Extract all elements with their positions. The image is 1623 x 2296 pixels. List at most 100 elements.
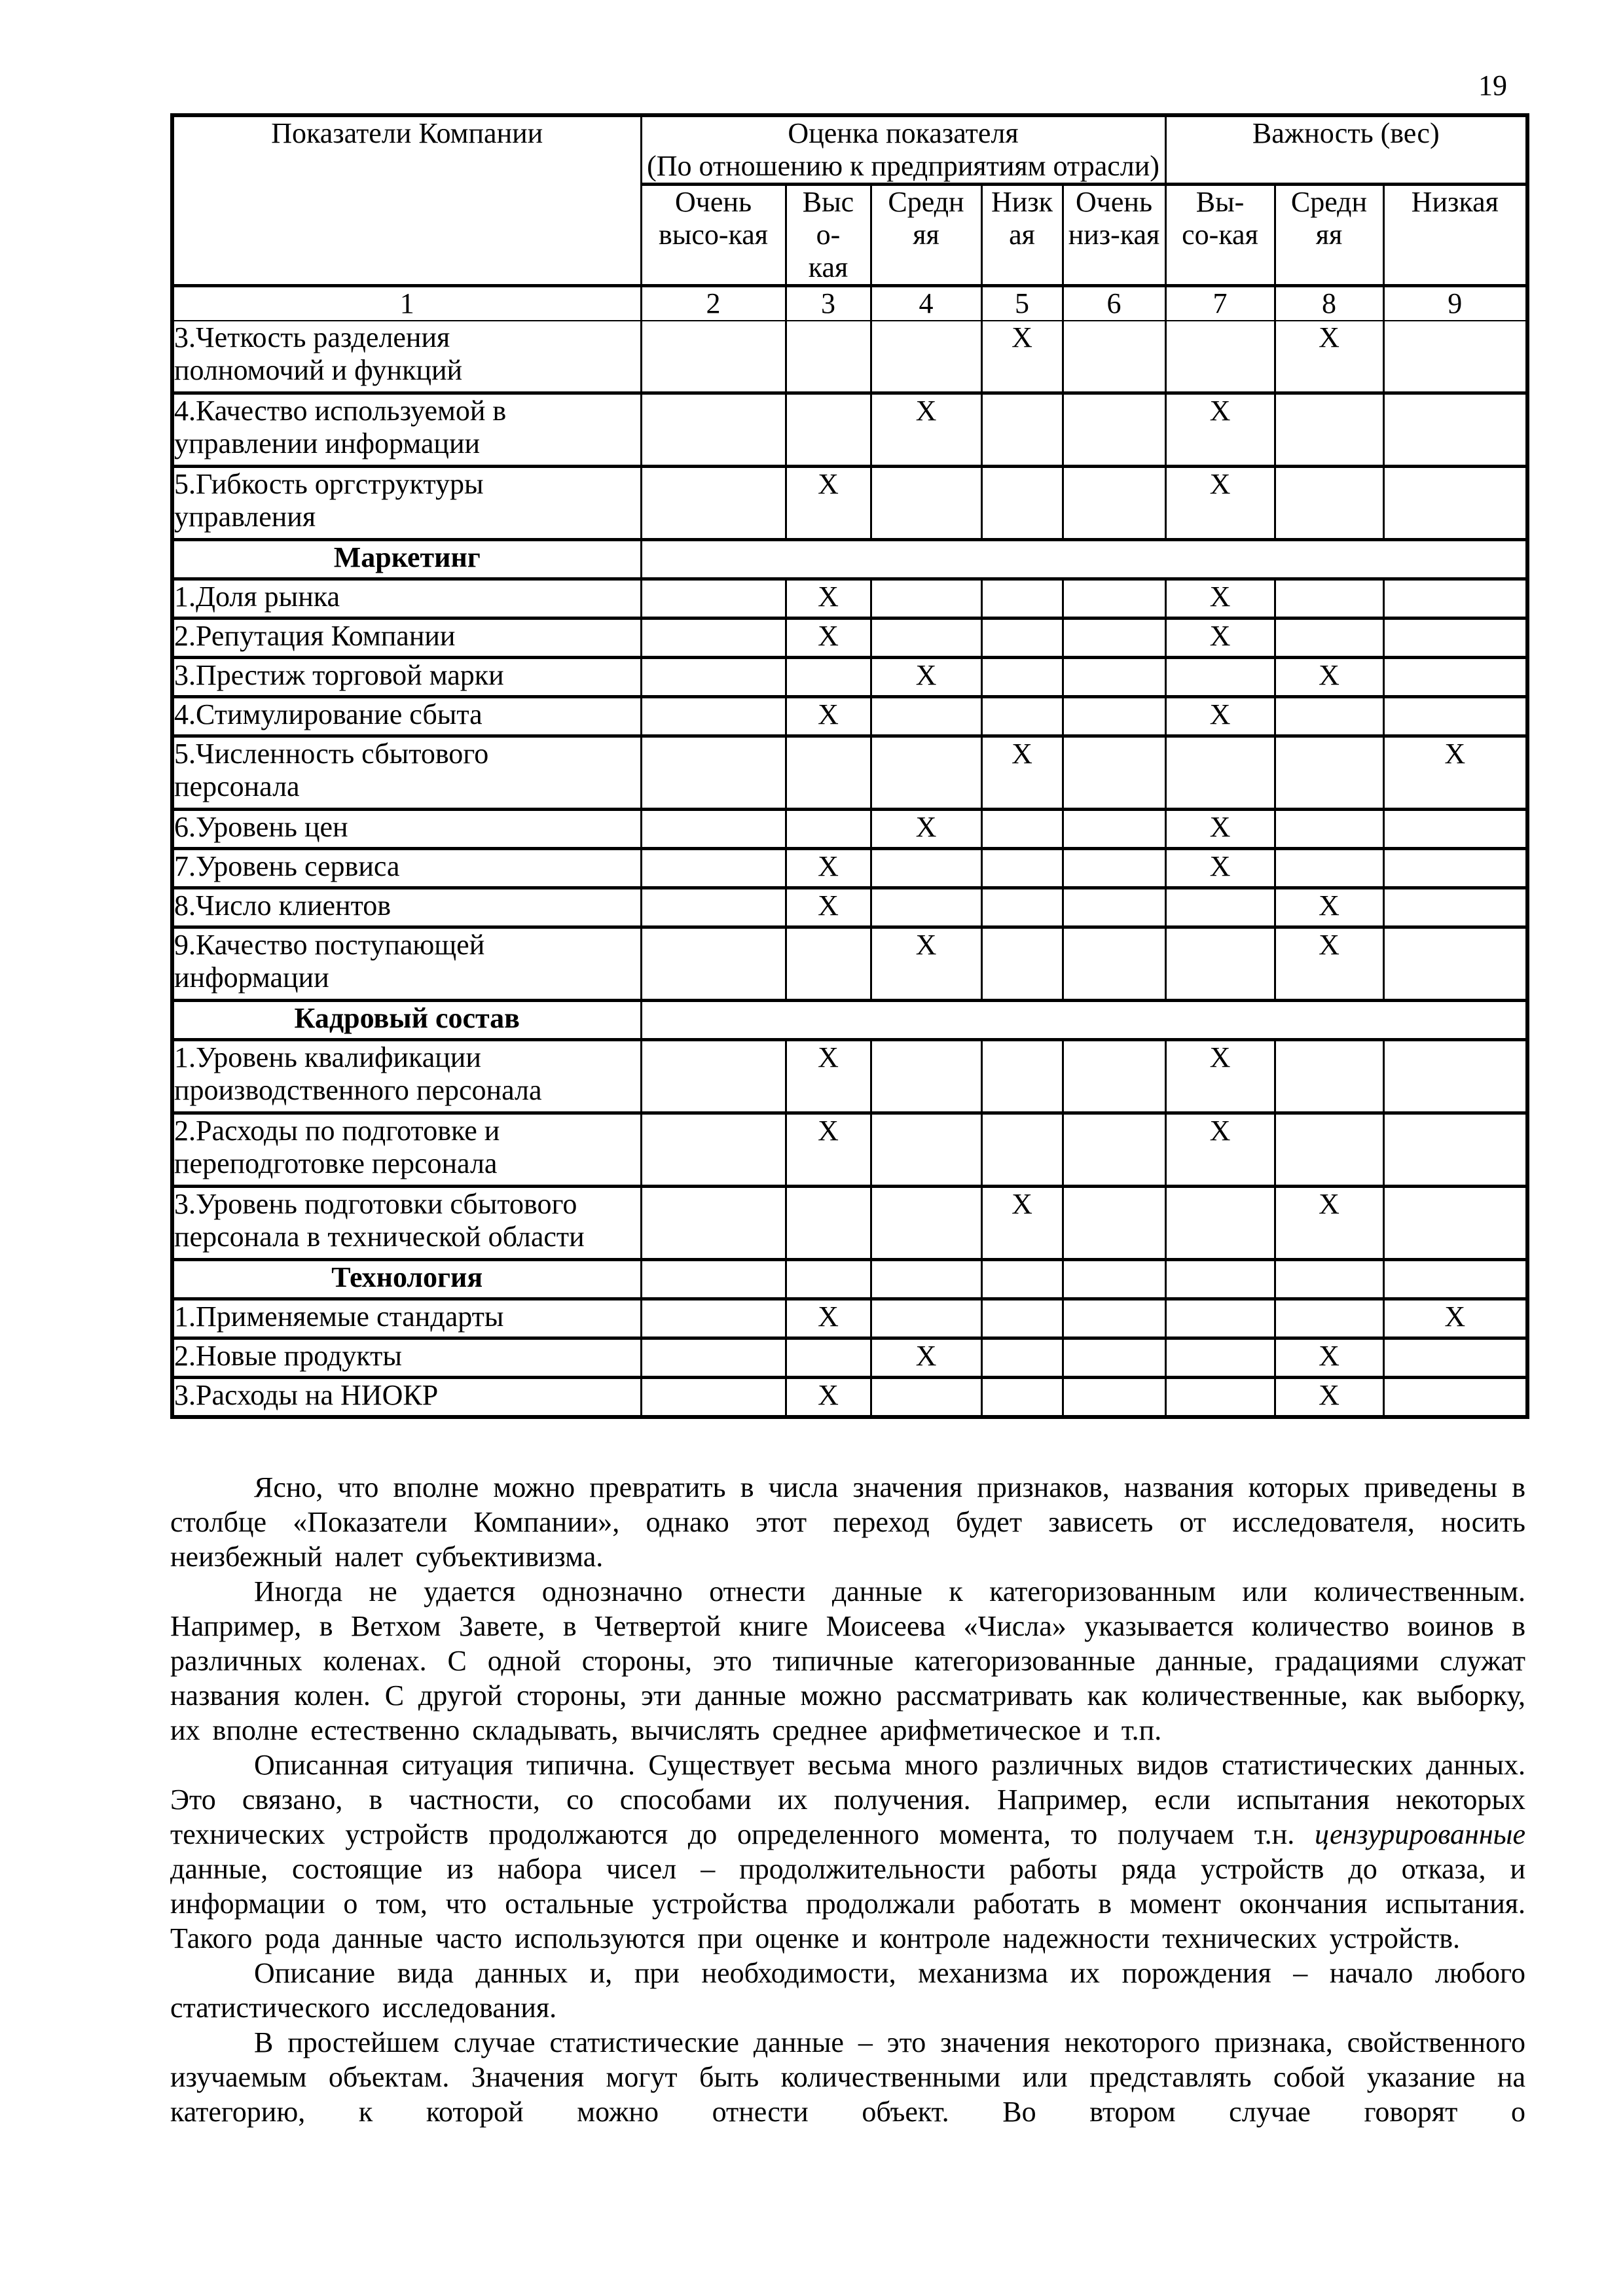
section-label-cell: Технология <box>171 1258 642 1300</box>
mark-cell: X <box>784 847 872 889</box>
mark-cell: X <box>1164 617 1276 659</box>
empty-cell <box>869 695 983 738</box>
column-number: 4 <box>869 284 983 321</box>
paragraph-text: Иногда не удается однозначно отнести дан… <box>170 1575 1525 1746</box>
table-row: 7.Уровень сервиса X X <box>171 847 1529 889</box>
empty-cell <box>980 1111 1064 1188</box>
mark-cell: X <box>869 1336 983 1379</box>
mark-cell: X <box>1164 1111 1276 1188</box>
italic-term: цензурированные <box>1314 1818 1525 1850</box>
empty-cell <box>640 1336 787 1379</box>
empty-cell <box>869 465 983 541</box>
empty-cell <box>1382 808 1529 850</box>
mark-cell: X <box>1273 886 1385 929</box>
column-number: 6 <box>1061 284 1167 321</box>
row-label-cell: 2.Новые продукты <box>171 1336 642 1379</box>
empty-cell <box>1382 847 1529 889</box>
row-label-cell: 7.Уровень сервиса <box>171 847 642 889</box>
empty-cell <box>1382 1111 1529 1188</box>
subheader-weight-high: Вы- со-кая <box>1164 183 1276 287</box>
mark-cell: X <box>784 886 872 929</box>
row-label-cell: 3.Четкость разделения полномочий и функц… <box>171 320 642 395</box>
empty-cell <box>1273 734 1385 811</box>
mark-cell: X <box>1164 465 1276 541</box>
empty-cell <box>980 391 1064 468</box>
table-row: 5.Численность сбытового персонала X X <box>171 734 1529 811</box>
table-row: 1.Уровень квалификации производственного… <box>171 1038 1529 1115</box>
paragraph-text: данные, состоящие из набора чисел – прод… <box>170 1853 1525 1954</box>
empty-cell <box>784 1336 872 1379</box>
mark-cell: X <box>1273 1376 1385 1419</box>
empty-cell <box>1382 1185 1529 1261</box>
mark-cell: X <box>980 320 1064 395</box>
table-row: 6.Уровень цен X X <box>171 808 1529 850</box>
paragraph: Ясно, что вполне можно превратить в числ… <box>170 1470 1525 1574</box>
empty-cell <box>1382 1038 1529 1115</box>
empty-cell <box>1061 1297 1167 1340</box>
paragraph: Иногда не удается однозначно отнести дан… <box>170 1574 1525 1748</box>
empty-cell <box>1061 925 1167 1002</box>
table-row: 3.Уровень подготовки сбытового персонала… <box>171 1185 1529 1261</box>
empty-cell <box>1164 1297 1276 1340</box>
empty-cell <box>640 808 787 850</box>
empty-cell <box>980 1258 1064 1300</box>
row-label-cell: 3.Престиж торговой марки <box>171 656 642 698</box>
subheader-medium: Средн яя <box>869 183 983 287</box>
mark-cell: X <box>1273 320 1385 395</box>
column-number: 2 <box>640 284 787 321</box>
empty-cell <box>640 886 787 929</box>
empty-cell <box>1061 886 1167 929</box>
empty-cell <box>980 1376 1064 1419</box>
empty-cell <box>869 320 983 395</box>
group-header-assessment: Оценка показателя (По отношению к предпр… <box>640 113 1167 186</box>
empty-cell <box>980 1297 1064 1340</box>
empty-cell <box>1382 1258 1529 1300</box>
row-label-cell: 4.Стимулирование сбыта <box>171 695 642 738</box>
empty-cell <box>1273 1111 1385 1188</box>
empty-cell <box>1273 617 1385 659</box>
subheader-weight-low: Низкая <box>1382 183 1529 287</box>
column-number: 5 <box>980 284 1064 321</box>
empty-cell <box>640 1258 787 1300</box>
empty-cell <box>980 925 1064 1002</box>
mark-cell: X <box>1164 391 1276 468</box>
table-row: 4.Качество используемой в управлении инф… <box>171 391 1529 468</box>
empty-cell <box>869 886 983 929</box>
empty-cell <box>869 847 983 889</box>
empty-cell <box>640 1376 787 1419</box>
empty-cell <box>640 1185 787 1261</box>
mark-cell: X <box>784 1297 872 1340</box>
empty-cell <box>640 1038 787 1115</box>
subheader-very-high: Очень высо-кая <box>640 183 787 287</box>
empty-cell <box>869 734 983 811</box>
empty-cell <box>869 1111 983 1188</box>
empty-cell <box>869 1376 983 1419</box>
assessment-header-line1: Оценка показателя <box>788 117 1019 149</box>
empty-cell <box>1382 695 1529 738</box>
column-number: 3 <box>784 284 872 321</box>
empty-cell <box>980 695 1064 738</box>
empty-cell <box>640 1297 787 1340</box>
mark-cell: X <box>1164 808 1276 850</box>
subheader-row: Очень высо-кая Выс о- кая Средн яя Низк … <box>172 183 1529 287</box>
subheader-low: Низк ая <box>980 183 1064 287</box>
empty-cell <box>980 577 1064 620</box>
empty-cell <box>1061 465 1167 541</box>
mark-cell: X <box>1273 656 1385 698</box>
section-label-cell: Маркетинг <box>171 538 642 581</box>
table-body: 3.Четкость разделения полномочий и функц… <box>171 320 1529 1419</box>
section-label-cell: Кадровый состав <box>171 999 642 1041</box>
empty-cell <box>784 656 872 698</box>
empty-cell <box>980 465 1064 541</box>
mark-cell: X <box>869 391 983 468</box>
empty-cell <box>869 577 983 620</box>
mark-cell: X <box>980 734 1064 811</box>
mark-cell: X <box>980 1185 1064 1261</box>
mark-cell: X <box>784 1376 872 1419</box>
empty-cell <box>1061 320 1167 395</box>
row-label-cell: 2.Репутация Компании <box>171 617 642 659</box>
empty-cell <box>1273 1038 1385 1115</box>
empty-cell <box>1382 577 1529 620</box>
mark-cell: X <box>1164 1038 1276 1115</box>
